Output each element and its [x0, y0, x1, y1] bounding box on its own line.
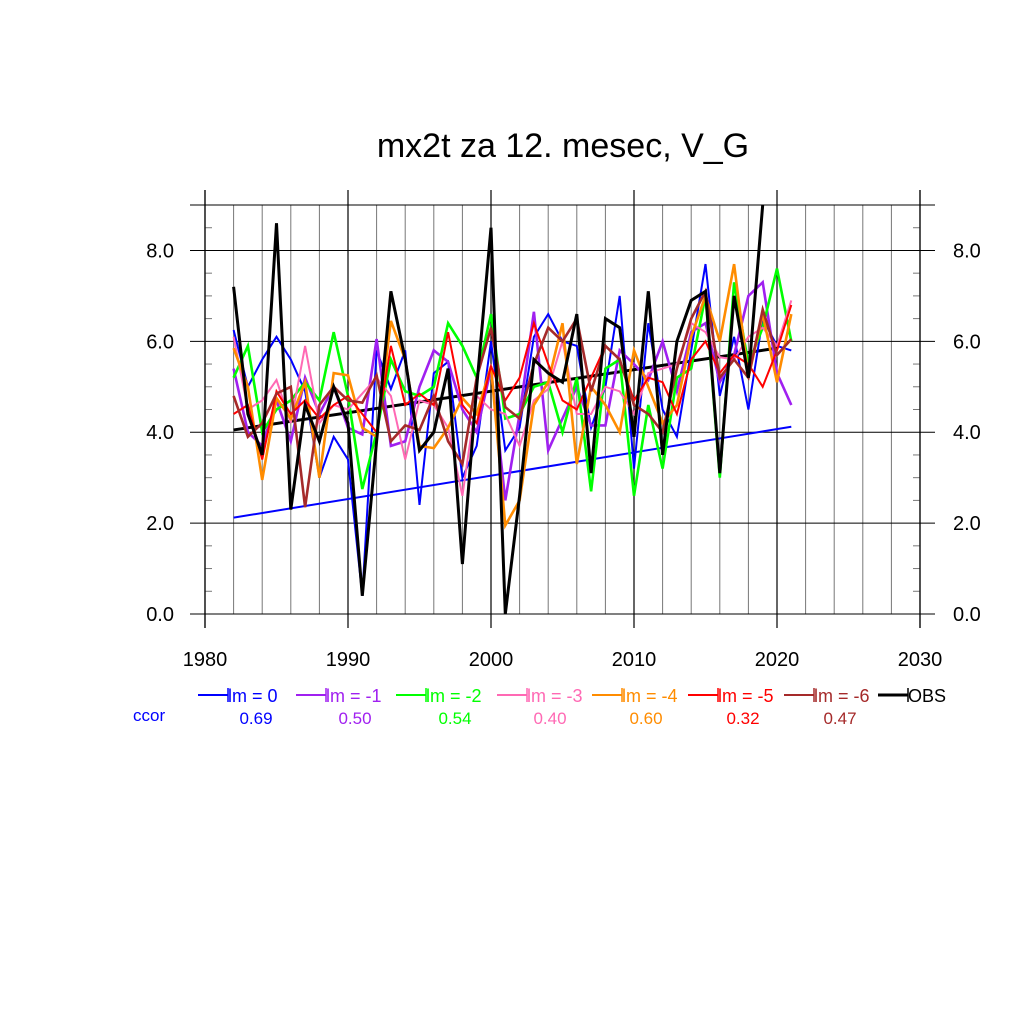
- x-tick-label: 1990: [326, 649, 371, 671]
- series-lines: [232, 204, 793, 615]
- ccor-value: 0.54: [438, 709, 471, 728]
- ccor-value: 0.32: [726, 709, 759, 728]
- y-tick-label-left: 2.0: [146, 513, 174, 535]
- y-tick-label-left: 0.0: [146, 604, 174, 626]
- legend-label: lm = -4: [622, 686, 678, 706]
- ccor-value: 0.40: [533, 709, 566, 728]
- y-tick-label-right: 0.0: [953, 604, 981, 626]
- y-tick-labels: 0.0 2.0 4.0 6.0 8.0 0.0 2.0 4.0 6.0 8.0: [146, 240, 981, 626]
- y-tick-label-left: 4.0: [146, 422, 174, 444]
- y-tick-label-right: 2.0: [953, 513, 981, 535]
- series-line-lm-2: [232, 268, 793, 497]
- y-tick-label-right: 4.0: [953, 422, 981, 444]
- y-tick-label-left: 8.0: [146, 240, 174, 262]
- y-tick-label-right: 6.0: [953, 331, 981, 353]
- ccor-value: 0.60: [629, 709, 662, 728]
- x-tick-label: 2010: [612, 649, 657, 671]
- x-tick-label: 2030: [898, 649, 943, 671]
- series-line-lm-6: [232, 287, 793, 508]
- ccor-value: 0.50: [338, 709, 371, 728]
- legend-label: lm = -3: [527, 686, 583, 706]
- y-tick-label-left: 6.0: [146, 331, 174, 353]
- legend-label: OBS: [908, 686, 946, 706]
- legend-label: lm = -2: [426, 686, 482, 706]
- x-tick-label: 1980: [183, 649, 228, 671]
- legend-label: lm = -5: [718, 686, 774, 706]
- series-line-obs: [232, 204, 765, 615]
- series-line-lm-4: [232, 263, 793, 530]
- grid: [190, 190, 935, 628]
- trend-line: [233, 425, 792, 519]
- legend-label: lm = -1: [326, 686, 382, 706]
- x-tick-label: 2020: [755, 649, 800, 671]
- ccor-value: 0.47: [823, 709, 856, 728]
- x-tick-labels: 1980 1990 2000 2010 2020 2030: [183, 649, 943, 671]
- ccor-label: ccor: [133, 706, 165, 725]
- y-tick-label-right: 8.0: [953, 240, 981, 262]
- legend-label: lm = -6: [814, 686, 870, 706]
- chart-title: mx2t za 12. mesec, V_G: [377, 127, 749, 165]
- legend: lm = 0 0.69 lm = -1 0.50 lm = -2 0.54 lm = -3 0…: [133, 686, 946, 728]
- legend-label: lm = 0: [228, 686, 278, 706]
- axes: [204, 190, 921, 628]
- x-tick-label: 2000: [469, 649, 514, 671]
- ccor-value: 0.69: [239, 709, 272, 728]
